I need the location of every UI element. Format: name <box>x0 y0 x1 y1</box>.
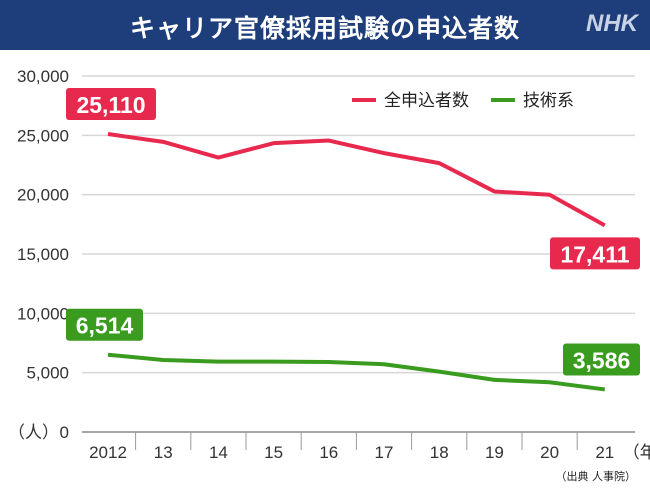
x-tick-label: 2012 <box>89 443 127 462</box>
legend-label-0: 全申込者数 <box>384 91 469 111</box>
y-tick-label: 10,000 <box>17 304 69 323</box>
y-unit-label: （人） <box>8 423 59 442</box>
y-tick-label: 0 <box>60 423 69 442</box>
series-line-0 <box>107 132 606 228</box>
y-tick-label: 30,000 <box>17 67 69 86</box>
y-tick-label: 20,000 <box>17 186 69 205</box>
data-label-first: 25,110 <box>76 92 145 118</box>
data-label-bg-first <box>66 88 156 121</box>
data-label-bg-last <box>550 237 640 270</box>
x-tick-label: 21 <box>595 443 614 462</box>
data-label-bg-first <box>66 308 143 341</box>
x-tick-label: 16 <box>319 443 338 462</box>
series-line-1 <box>107 352 606 392</box>
data-label-last: 17,411 <box>560 241 629 267</box>
source-note: （出典 人事院） <box>555 470 637 483</box>
x-tick-label: 13 <box>154 443 173 462</box>
x-tick-label: 20 <box>540 443 559 462</box>
title-bar: キャリア官僚採用試験の申込者数 NHK <box>0 0 650 50</box>
legend-label-1: 技術系 <box>523 91 574 111</box>
x-unit-label: （年） <box>623 443 650 462</box>
x-tick-label: 14 <box>209 443 228 462</box>
data-label-first: 6,514 <box>76 313 134 339</box>
y-tick-label: 5,000 <box>26 364 69 383</box>
x-tick-label: 19 <box>485 443 504 462</box>
nhk-logo: NHK <box>586 10 638 37</box>
x-tick-label: 17 <box>375 443 394 462</box>
y-tick-label: 15,000 <box>17 245 69 264</box>
y-tick-label: 25,000 <box>17 126 69 145</box>
chart-title: キャリア官僚採用試験の申込者数 <box>129 14 520 43</box>
x-tick-label: 18 <box>430 443 449 462</box>
x-tick-label: 15 <box>264 443 283 462</box>
data-label-bg-last <box>563 343 640 376</box>
data-label-last: 3,586 <box>573 347 631 373</box>
